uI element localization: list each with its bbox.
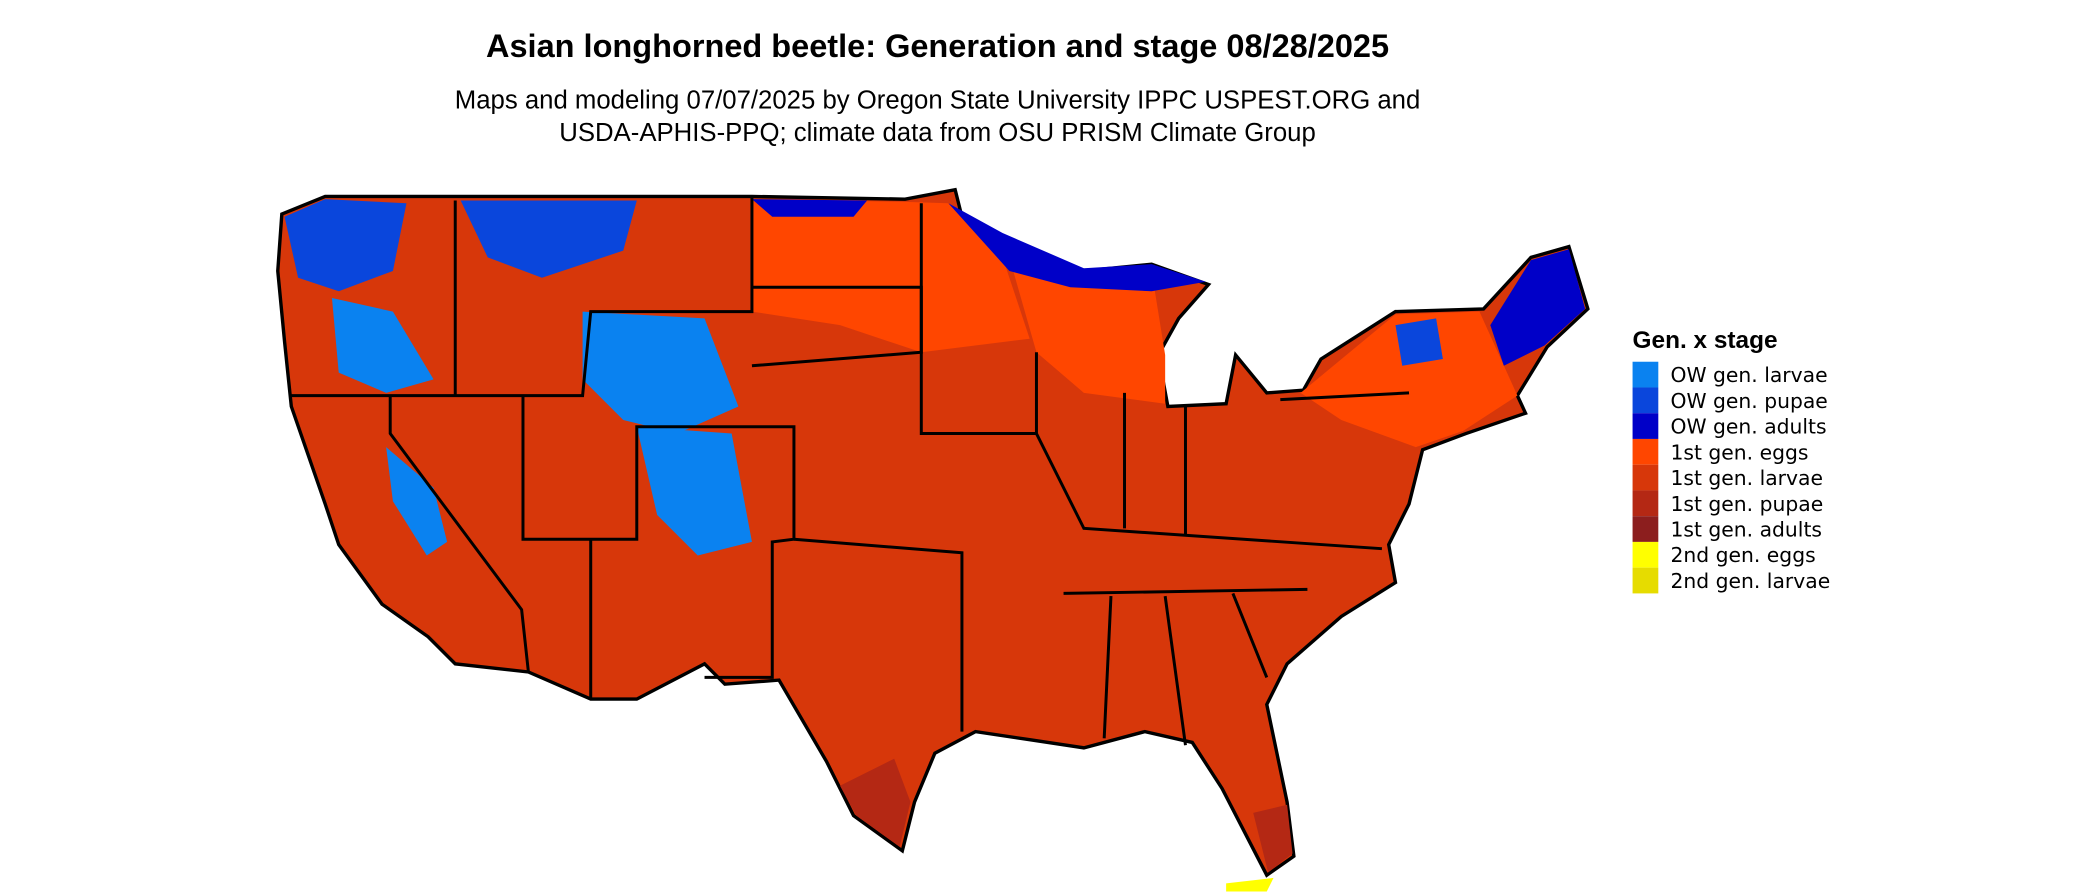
- state-border: [919, 203, 1383, 551]
- legend-swatch: [1632, 516, 1659, 542]
- legend-swatch: [1632, 361, 1659, 388]
- state-border: [1063, 391, 1410, 746]
- region: [284, 199, 407, 292]
- state-borders: [291, 196, 1410, 746]
- us-map: [276, 187, 1590, 892]
- legend-label: OW gen. larvae: [1670, 363, 1827, 387]
- region: [582, 311, 739, 434]
- legend-label: OW gen. adults: [1670, 415, 1826, 439]
- legend-swatch: [1632, 490, 1659, 517]
- legend-label: 2nd gen. eggs: [1670, 543, 1815, 567]
- region: [1490, 249, 1586, 366]
- region: [1395, 318, 1443, 366]
- legend-swatch: [1632, 438, 1659, 465]
- state-border: [388, 200, 530, 673]
- map-title: Asian longhorned beetle: Generation and …: [486, 28, 1389, 64]
- legend-swatch: [1632, 464, 1659, 491]
- legend-label: 1st gen. pupae: [1670, 492, 1823, 516]
- legend-swatch: [1632, 387, 1659, 414]
- region: [840, 758, 911, 847]
- legend-label: 1st gen. adults: [1670, 518, 1822, 542]
- map-subtitle: Maps and modeling 07/07/2025 by Oregon S…: [455, 86, 1421, 114]
- legend-label: 2nd gen. larvae: [1670, 569, 1830, 593]
- legend-label: 1st gen. eggs: [1670, 440, 1808, 464]
- state-border: [291, 196, 754, 398]
- region: [636, 426, 752, 556]
- legend-swatch: [1632, 567, 1659, 594]
- eggs-zone: [751, 199, 1518, 448]
- region: [751, 199, 868, 217]
- region: [1253, 804, 1293, 873]
- late-zone: [840, 758, 1293, 892]
- legend-swatch: [1632, 413, 1659, 439]
- legend-label: 1st gen. larvae: [1670, 466, 1823, 490]
- region: [948, 203, 1206, 292]
- state-border: [521, 395, 796, 679]
- region: [751, 199, 1030, 353]
- map-subtitle: USDA-APHIS-PPQ; climate data from OSU PR…: [559, 119, 1316, 147]
- region: [1226, 877, 1274, 892]
- region: [331, 298, 434, 393]
- region: [386, 447, 448, 556]
- legend-label: OW gen. pupae: [1670, 389, 1827, 413]
- legend-title: Gen. x stage: [1633, 327, 1778, 354]
- legend-swatch: [1632, 541, 1659, 568]
- ow-zone: [284, 199, 1586, 556]
- region: [460, 200, 637, 278]
- region: [1009, 257, 1166, 404]
- region: [1300, 311, 1518, 448]
